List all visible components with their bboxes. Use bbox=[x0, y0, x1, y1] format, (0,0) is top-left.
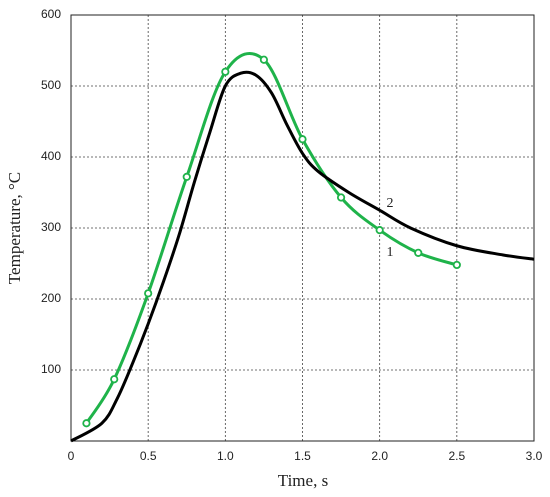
marker bbox=[182, 172, 191, 181]
line bbox=[85, 51, 458, 425]
marker bbox=[452, 260, 461, 270]
plot-frame bbox=[70, 14, 535, 442]
marker bbox=[375, 226, 384, 235]
line bbox=[70, 70, 535, 443]
y-tick-label: 200 bbox=[41, 291, 61, 305]
y-axis-label: Temperature, °C bbox=[5, 172, 24, 284]
y-tick-label: 100 bbox=[41, 362, 61, 376]
series-label: 2 bbox=[387, 196, 394, 211]
x-tick-label: 2.0 bbox=[371, 449, 388, 463]
x-tick-label: 0 bbox=[68, 449, 75, 463]
y-tick-label: 300 bbox=[41, 220, 61, 234]
series-label: 1 bbox=[387, 245, 394, 260]
marker bbox=[221, 67, 230, 76]
x-tick-label: 0.5 bbox=[140, 449, 157, 463]
x-axis-label: Time, s bbox=[278, 471, 328, 490]
x-tick-label: 2.5 bbox=[448, 449, 465, 463]
marker bbox=[259, 55, 269, 64]
x-tick-label: 1.5 bbox=[294, 449, 311, 463]
y-tick-label: 600 bbox=[41, 7, 61, 21]
marker bbox=[414, 248, 423, 257]
marker bbox=[110, 375, 119, 384]
marker bbox=[298, 135, 307, 144]
marker bbox=[82, 419, 91, 428]
marker bbox=[336, 193, 346, 202]
x-tick-label: 3.0 bbox=[526, 449, 543, 463]
y-tick-label: 400 bbox=[41, 149, 61, 163]
marker bbox=[144, 289, 153, 298]
y-tick-label: 500 bbox=[41, 78, 61, 92]
x-tick-label: 1.0 bbox=[217, 449, 234, 463]
